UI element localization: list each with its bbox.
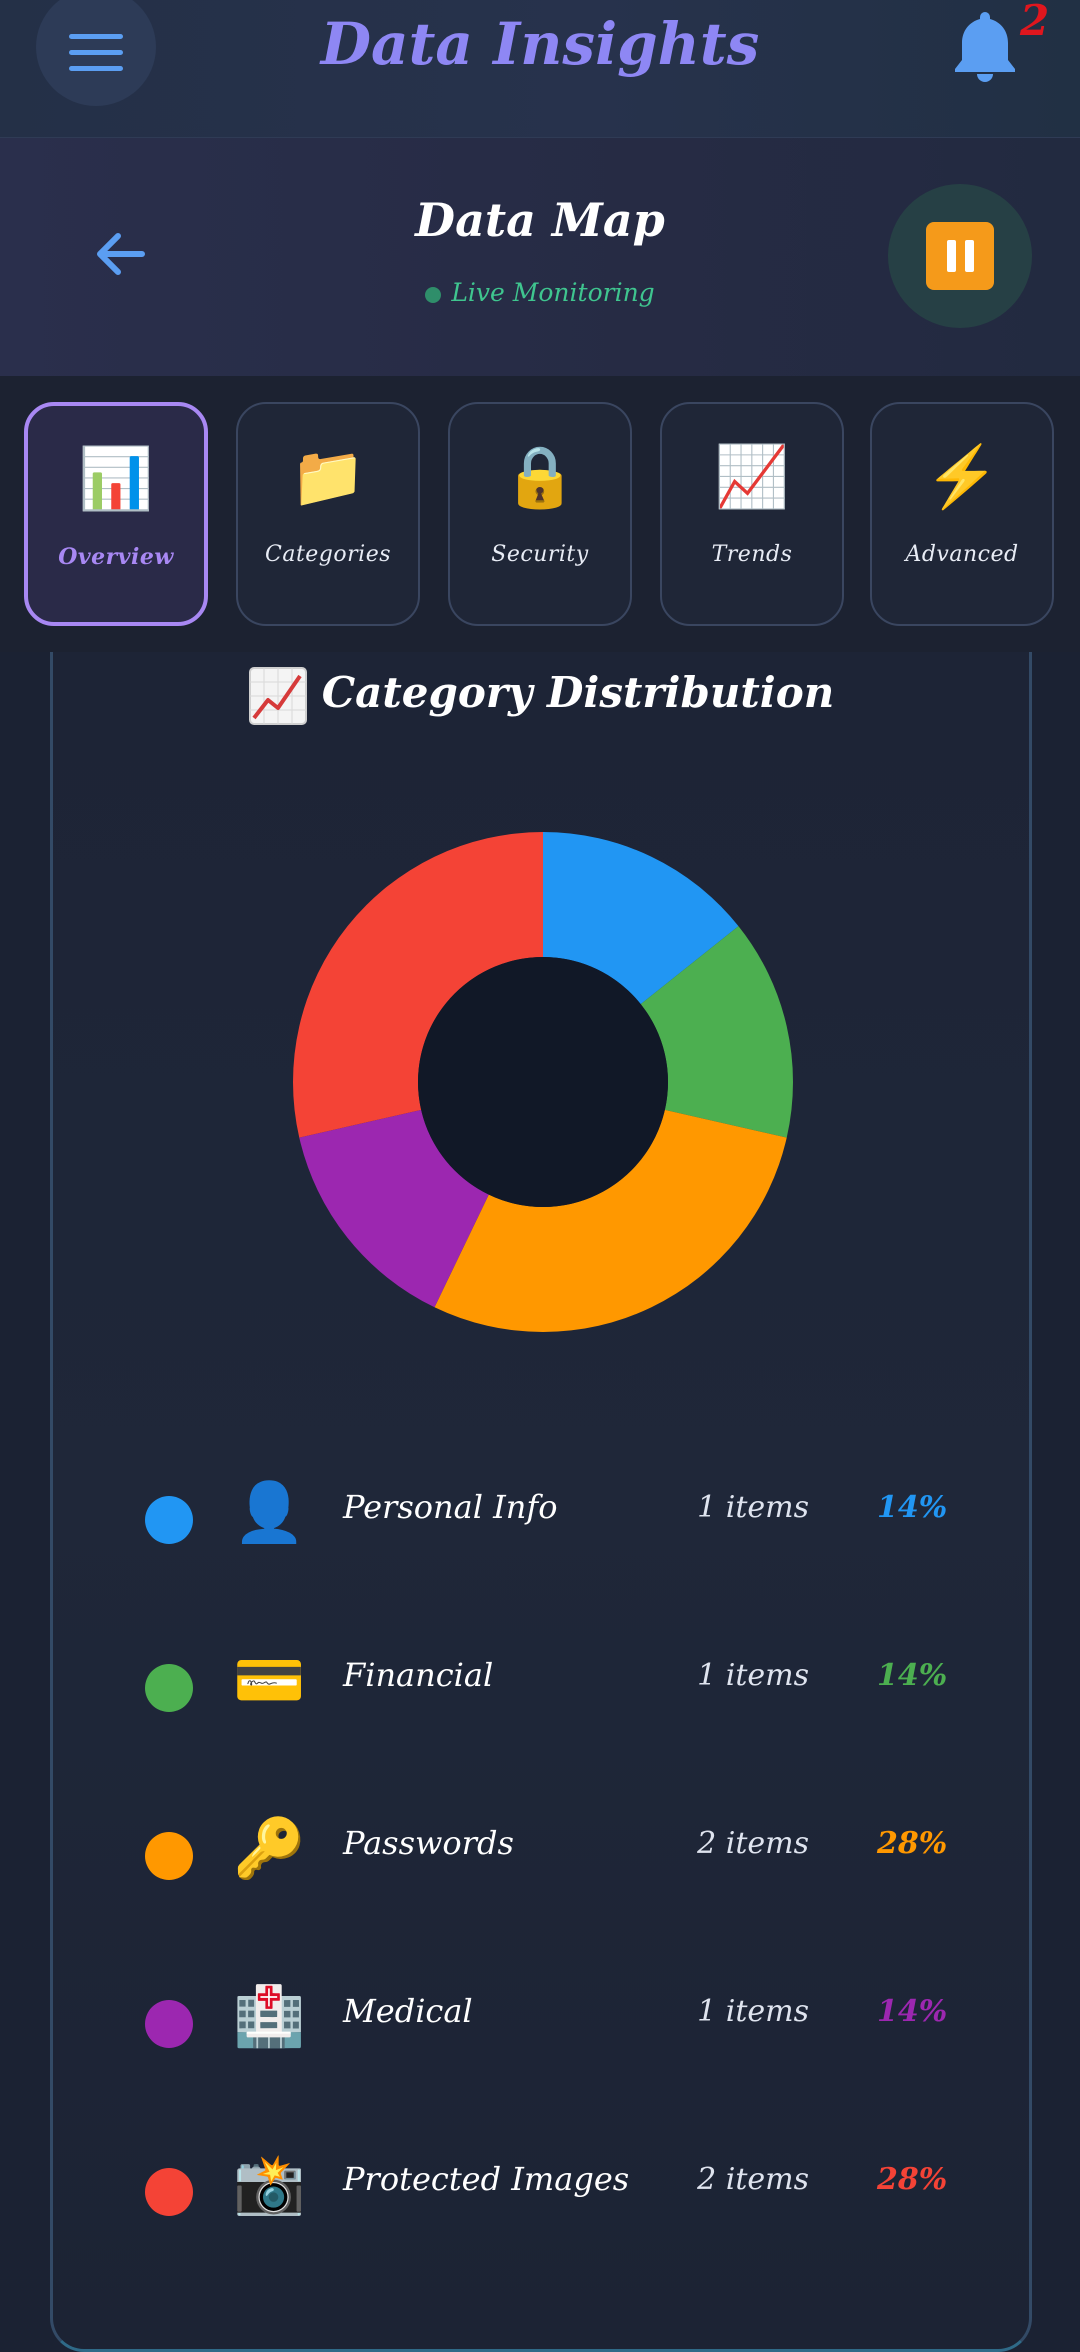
legend-color-dot [145,2168,193,2216]
legend-item-percent: 28% [877,2162,948,2197]
section-title: Category Distribution [53,666,1029,726]
legend-item[interactable]: 💳 Financial 1 items 14% [53,1640,1029,1720]
legend-color-dot [145,1496,193,1544]
tab-label: Trends [711,542,793,567]
donut-slice-personal-info[interactable] [543,832,739,1005]
legend-item-count: 2 items [697,2162,809,2197]
lock-icon: 🔒 [502,441,578,512]
legend-item[interactable]: 🏥 Medical 1 items 14% [53,1976,1029,2056]
page-title: Data Map [415,193,665,247]
tab-security[interactable]: 🔒 Security [448,402,632,626]
bar-chart-icon: 📊 [78,443,154,514]
legend-item-count: 1 items [697,1490,809,1525]
legend-item-count: 2 items [697,1826,809,1861]
live-status-label: Live Monitoring [451,278,655,307]
legend-color-dot [145,2000,193,2048]
person-icon: 👤 [233,1478,306,1546]
tab-overview[interactable]: 📊 Overview [24,402,208,626]
legend-item-percent: 14% [877,1658,948,1693]
legend-item-name: Financial [343,1656,494,1694]
back-button[interactable] [92,226,148,282]
tab-label: Overview [58,544,174,570]
tab-bar: 📊 Overview 📁 Categories 🔒 Security 📈 Tre… [0,376,1080,652]
live-dot-icon [425,286,442,303]
trend-chart-icon: 📈 [714,441,790,512]
trend-chart-icon [248,667,307,725]
legend-item-name: Medical [343,1992,473,2030]
donut-slice-medical[interactable] [299,1109,489,1308]
legend-color-dot [145,1832,193,1880]
legend-item-count: 1 items [697,1994,809,2029]
legend-item[interactable]: 📸 Protected Images 2 items 28% [53,2144,1029,2224]
legend-item-name: Passwords [343,1824,514,1862]
donut-hole [418,957,668,1207]
tab-label: Security [491,542,589,567]
hospital-icon: 🏥 [233,1982,306,2050]
bell-icon[interactable] [950,8,1020,88]
pause-icon [926,222,994,290]
donut-slice-passwords[interactable] [434,1109,787,1332]
tab-advanced[interactable]: ⚡ Advanced [870,402,1054,626]
tab-categories[interactable]: 📁 Categories [236,402,420,626]
donut-slice-protected-images[interactable] [293,832,543,1138]
legend-item-name: Protected Images [343,2160,630,2198]
legend-item-count: 1 items [697,1658,809,1693]
credit-card-icon: 💳 [233,1646,306,1714]
live-status: Live Monitoring [0,278,1080,307]
app-title: Data Insights [320,10,760,78]
key-icon: 🔑 [233,1814,306,1882]
legend-color-dot [145,1664,193,1712]
lightning-icon: ⚡ [924,441,1000,512]
legend-item-name: Personal Info [343,1488,558,1526]
donut-chart [293,832,793,1332]
legend-item[interactable]: 🔑 Passwords 2 items 28% [53,1808,1029,1888]
top-app-bar: Data Insights 2 [0,0,1080,138]
tab-label: Categories [265,542,391,567]
legend-item-percent: 14% [877,1490,948,1525]
camera-icon: 📸 [233,2150,306,2218]
legend-item-percent: 28% [877,1826,948,1861]
notification-badge: 2 [1020,0,1050,45]
category-distribution-card: Category Distribution 👤 Personal Info 1 it… [50,652,1032,2352]
folder-icon: 📁 [290,441,366,512]
legend-item-percent: 14% [877,1994,948,2029]
tab-label: Advanced [905,542,1019,567]
section-title-text: Category Distribution [321,668,835,717]
tab-trends[interactable]: 📈 Trends [660,402,844,626]
page-header: Data Map Live Monitoring [0,138,1080,376]
menu-button[interactable] [36,0,156,106]
hamburger-menu-icon [69,33,123,71]
pause-button[interactable] [888,184,1032,328]
legend-item[interactable]: 👤 Personal Info 1 items 14% [53,1472,1029,1552]
donut-slice-financial[interactable] [640,926,793,1138]
